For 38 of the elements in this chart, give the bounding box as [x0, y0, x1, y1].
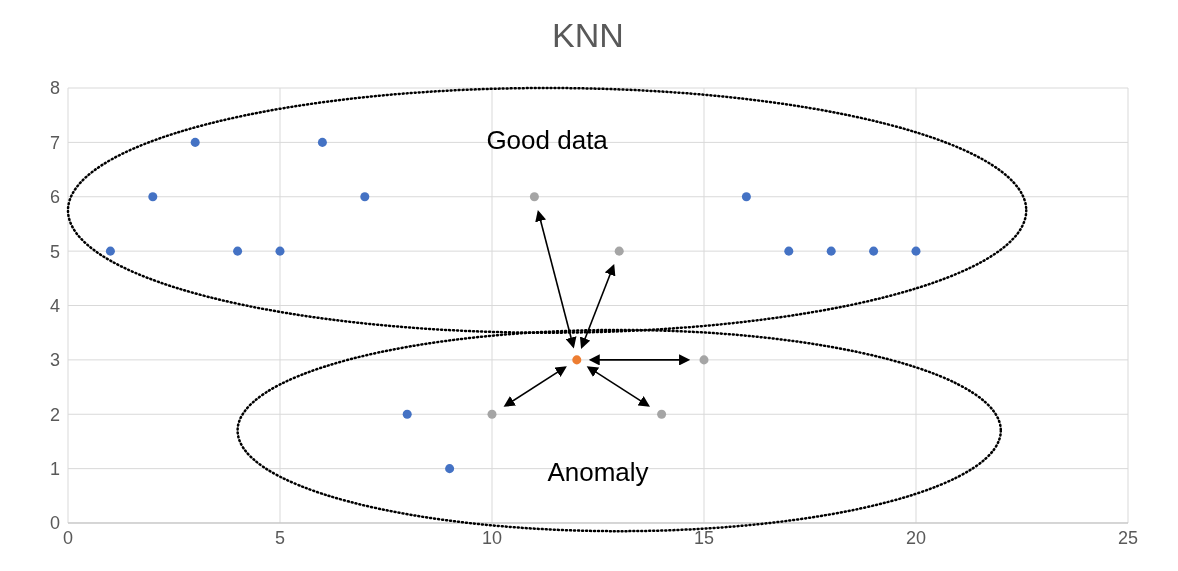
- y-tick-label: 8: [49, 78, 60, 99]
- point: [529, 192, 539, 202]
- x-tick-label: 25: [1117, 527, 1139, 548]
- point: [445, 464, 455, 474]
- point: [911, 246, 921, 256]
- point: [741, 192, 751, 202]
- y-tick-label: 6: [49, 187, 60, 208]
- x-tick-label: 5: [274, 527, 286, 548]
- point: [572, 355, 582, 365]
- point: [614, 246, 624, 256]
- x-tick-label: 15: [693, 527, 715, 548]
- point: [869, 246, 879, 256]
- point: [233, 246, 243, 256]
- point: [699, 355, 709, 365]
- y-tick-label: 0: [49, 513, 60, 534]
- annotation: Good data: [486, 125, 609, 156]
- y-tick-label: 3: [49, 350, 60, 371]
- point: [402, 409, 412, 419]
- point: [657, 409, 667, 419]
- point: [105, 246, 115, 256]
- point: [784, 246, 794, 256]
- x-tick-label: 10: [481, 527, 503, 548]
- point: [360, 192, 370, 202]
- point: [275, 246, 285, 256]
- y-tick-label: 4: [49, 295, 60, 316]
- point: [148, 192, 158, 202]
- point: [317, 137, 327, 147]
- x-tick-label: 0: [62, 527, 74, 548]
- point: [826, 246, 836, 256]
- annotation: Anomaly: [547, 456, 649, 487]
- y-tick-label: 5: [49, 241, 60, 262]
- y-tick-label: 2: [49, 404, 60, 425]
- y-tick-label: 7: [49, 132, 60, 153]
- point: [487, 409, 497, 419]
- chart-title: KNN: [551, 16, 625, 55]
- y-tick-label: 1: [49, 459, 60, 480]
- x-tick-label: 20: [905, 527, 927, 548]
- point: [190, 137, 200, 147]
